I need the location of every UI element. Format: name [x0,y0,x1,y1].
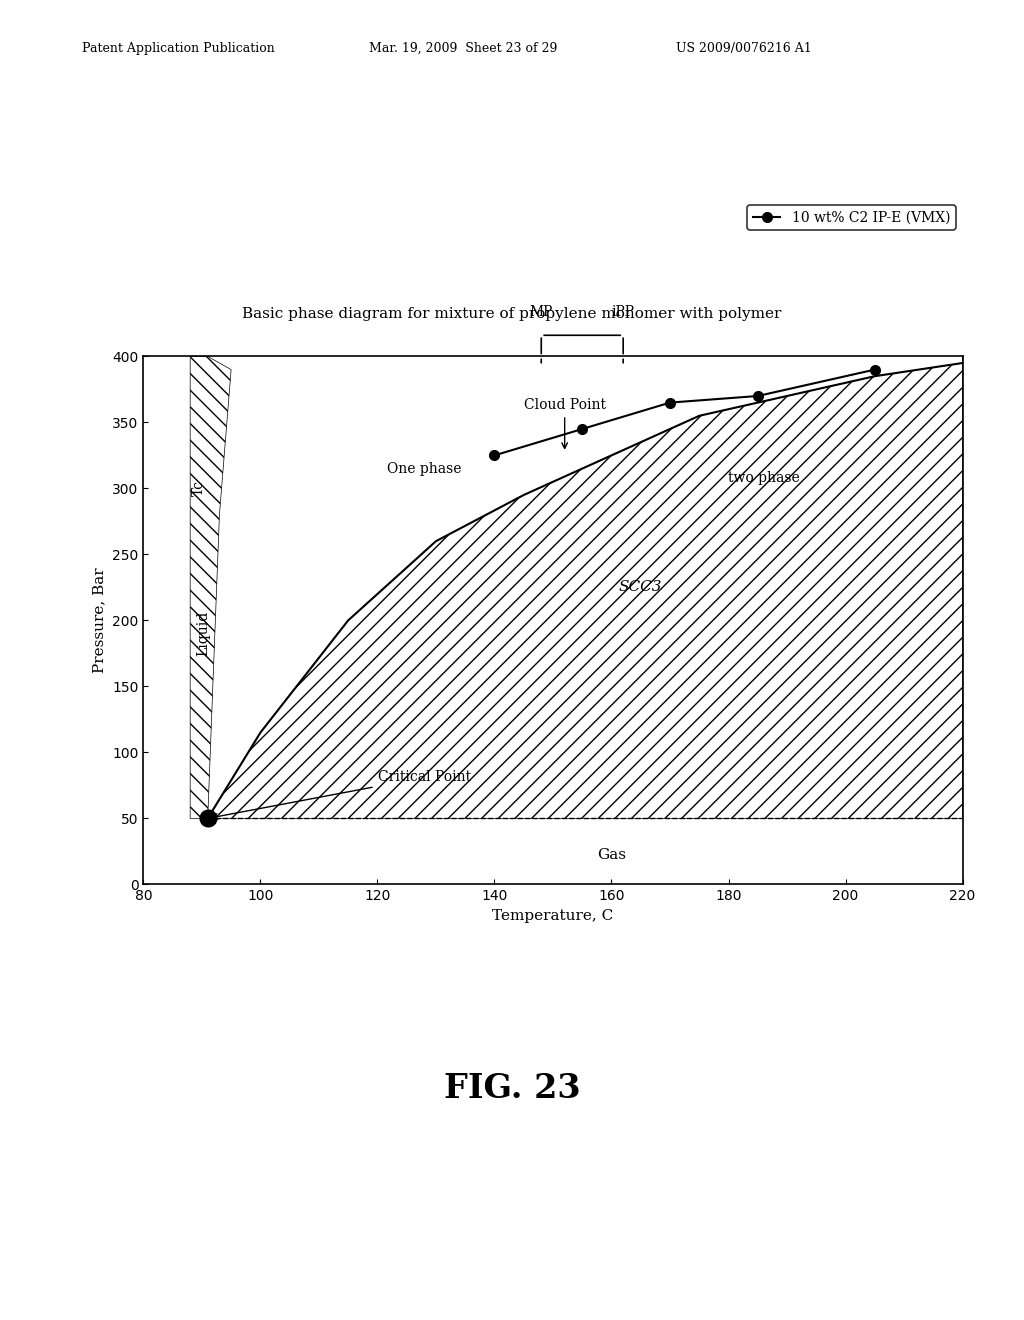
Text: Mar. 19, 2009  Sheet 23 of 29: Mar. 19, 2009 Sheet 23 of 29 [369,42,557,55]
Text: two phase: two phase [728,471,800,484]
Text: Patent Application Publication: Patent Application Publication [82,42,274,55]
Legend: 10 wt% C2 IP-E (VMX): 10 wt% C2 IP-E (VMX) [748,205,955,230]
Text: Tc: Tc [191,480,206,496]
Text: iPP: iPP [611,305,635,319]
Text: MP: MP [529,305,553,319]
Text: One phase: One phase [387,462,462,475]
X-axis label: Temperature, C: Temperature, C [493,908,613,923]
Y-axis label: Pressure, Bar: Pressure, Bar [92,568,106,673]
Text: Liquid: Liquid [196,611,210,656]
Text: Basic phase diagram for mixture of propylene monomer with polymer: Basic phase diagram for mixture of propy… [243,308,781,321]
Text: FIG. 23: FIG. 23 [443,1072,581,1106]
Text: Gas: Gas [597,849,626,862]
Text: SCC3: SCC3 [618,581,663,594]
Text: Critical Point: Critical Point [212,771,471,820]
Text: US 2009/0076216 A1: US 2009/0076216 A1 [676,42,812,55]
Text: Cloud Point: Cloud Point [523,399,605,449]
